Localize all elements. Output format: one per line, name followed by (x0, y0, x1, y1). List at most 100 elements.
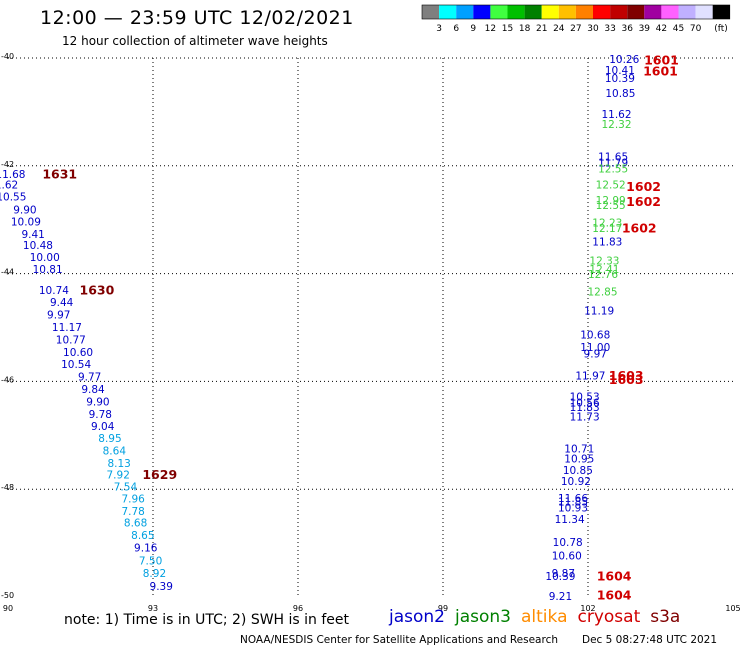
wave-height-value: 12.55 (598, 164, 628, 176)
wave-height-value: 12.99 (596, 195, 626, 207)
wave-height-value: 12.41 (589, 264, 619, 276)
wave-height-value: 10.54 (61, 359, 91, 371)
orbit-label: 1629 (142, 467, 177, 482)
chart-title: 12:00 — 23:59 UTC 12/02/2021 (40, 7, 354, 29)
color-swatch (695, 5, 713, 19)
orbit-label: 1602 (622, 220, 657, 235)
color-swatch (490, 5, 508, 19)
color-scale-tick: 15 (502, 24, 513, 34)
wave-height-value: 10.93 (558, 503, 588, 515)
wave-height-value: 12.23 (592, 217, 622, 229)
orbit-label: 1602 (626, 179, 661, 194)
color-swatch (524, 5, 542, 19)
color-swatch (507, 5, 525, 19)
wave-height-value: 10.60 (63, 347, 93, 359)
wave-height-value: 10.41 (605, 65, 635, 77)
wave-height-value: 12.33 (589, 256, 619, 268)
credit-line: NOAA/NESDIS Center for Satellite Applica… (240, 634, 558, 646)
x-tick-label: 105 (725, 604, 740, 613)
wave-height-value: 10.85 (605, 88, 635, 100)
color-scale-legend: 3 6 9 12 15 18 21 24 27 30 33 36 39 42 45 70 (ft) (421, 4, 731, 34)
wave-height-value: 10.39 (545, 571, 575, 583)
y-tick-label: -48 (1, 483, 14, 492)
wave-height-value: 8.95 (98, 433, 121, 445)
wave-height-value: 8.92 (143, 568, 166, 580)
color-scale-tick: 33 (604, 24, 615, 34)
y-tick-label: -50 (1, 591, 14, 600)
wave-height-value: 10.78 (553, 537, 583, 549)
color-scale-tick: 18 (519, 24, 531, 34)
wave-height-value: 9.04 (91, 421, 115, 433)
wave-height-value: 11.68 (0, 169, 25, 181)
wave-height-value: 9.16 (134, 542, 158, 554)
wave-height-value: 8.13 (107, 458, 130, 470)
wave-height-value: 11.34 (555, 514, 585, 526)
wave-height-value: 9.90 (13, 205, 36, 217)
color-swatch (712, 5, 730, 19)
x-tick-label: 93 (148, 604, 158, 613)
wave-height-value: 12.32 (601, 119, 631, 131)
footnote: note: 1) Time is in UTC; 2) SWH is in fe… (64, 612, 350, 628)
color-swatch (610, 5, 628, 19)
color-scale-tick: 21 (536, 24, 547, 34)
wave-height-plot: 90939699102105-40-42-44-46-48-5011.6811.… (0, 52, 740, 613)
color-scale-tick: 9 (470, 24, 476, 34)
color-swatch (439, 5, 457, 19)
color-swatch (627, 5, 645, 19)
wave-height-value: 12.76 (588, 269, 618, 281)
wave-height-value: 8.65 (131, 530, 154, 542)
wave-height-value: 9.41 (21, 229, 44, 241)
wave-height-value: 11.65 (598, 152, 628, 164)
y-tick-label: -42 (1, 160, 14, 169)
color-scale-tick: 27 (570, 24, 581, 34)
x-tick-label: 99 (438, 604, 448, 613)
color-scale-tick: 70 (690, 24, 702, 34)
wave-height-value: 7.50 (139, 555, 162, 567)
wave-height-value: 8.64 (103, 445, 127, 457)
generation-timestamp: Dec 5 08:27:48 UTC 2021 (582, 634, 718, 646)
color-swatch (575, 5, 593, 19)
y-tick-label: -44 (1, 268, 14, 277)
wave-height-value: 10.95 (564, 454, 594, 466)
wave-height-value: 10.56 (570, 397, 600, 409)
wave-height-value: 10.60 (552, 551, 582, 563)
legend-cryosat: cryosat (577, 607, 641, 627)
wave-height-value: 10.39 (605, 73, 635, 85)
color-swatch (456, 5, 474, 19)
wave-height-value: 7.96 (121, 493, 145, 505)
color-scale-tick: 45 (673, 24, 684, 34)
wave-height-value: 8.68 (124, 518, 147, 530)
wave-height-value: 9.21 (549, 591, 572, 603)
wave-height-value: 11.17 (52, 322, 82, 334)
wave-height-value: 10.55 (0, 192, 26, 204)
color-scale-tick: 30 (587, 24, 599, 34)
color-scale-tick: 39 (639, 24, 651, 34)
wave-height-value: 9.97 (47, 310, 70, 322)
wave-height-value: 9.39 (150, 581, 173, 593)
wave-height-value: 11.83 (570, 402, 600, 414)
wave-height-value: 10.77 (56, 334, 86, 346)
wave-height-value: 7.92 (107, 470, 130, 482)
orbit-label: 1602 (626, 194, 661, 209)
wave-height-value: 9.97 (584, 348, 607, 360)
color-scale-tick: 6 (453, 24, 459, 34)
wave-height-value: 10.48 (23, 240, 53, 252)
wave-height-value: 10.09 (11, 216, 41, 228)
wave-height-value: 12.17 (592, 223, 622, 235)
wave-height-value: 9.78 (89, 409, 112, 421)
chart-subtitle: 12 hour collection of altimeter wave hei… (62, 34, 328, 48)
wave-height-value: 11.85 (558, 497, 588, 509)
wave-height-value: 11.83 (592, 236, 622, 248)
orbit-label: 1631 (42, 166, 77, 181)
orbit-label: 1630 (80, 282, 115, 297)
wave-height-value: 11.97 (575, 371, 605, 383)
color-swatch (593, 5, 611, 19)
orbit-label: 1604 (597, 587, 632, 602)
y-tick-label: -40 (1, 52, 14, 61)
wave-height-value: 10.74 (39, 285, 69, 297)
color-swatch (661, 5, 679, 19)
color-swatch (644, 5, 662, 19)
color-scale-tick: 3 (436, 24, 442, 34)
wave-height-value: 10.71 (564, 443, 594, 455)
wave-height-value: 9.44 (50, 297, 74, 309)
